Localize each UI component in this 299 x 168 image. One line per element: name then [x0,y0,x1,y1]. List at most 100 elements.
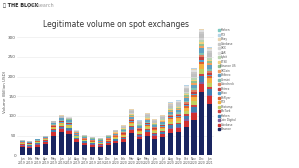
Bar [129,126,134,127]
Bar [199,42,204,44]
Bar [98,139,103,140]
Bar [184,127,189,155]
Bar [74,135,79,136]
Bar [207,75,212,76]
Bar [43,138,48,139]
Bar [191,88,196,90]
Bar [113,130,118,131]
Bar [207,48,212,49]
Bar [184,89,189,92]
Bar [207,78,212,83]
Bar [191,97,196,101]
Bar [66,119,71,120]
Bar [184,105,189,107]
Bar [35,143,40,144]
Bar [184,88,189,89]
Bar [145,115,150,117]
Bar [129,122,134,123]
Bar [106,142,111,143]
Bar [168,119,173,122]
Bar [51,125,56,126]
Bar [199,27,204,28]
Bar [145,114,150,115]
Bar [82,138,87,139]
Bar [113,134,118,135]
Legend: Kraken, FTX, Bitay, Coinbase, OKX, ZAR, bybit, BTSE, Binance US, OKCoin, Bitfine: Kraken, FTX, Bitay, Coinbase, OKX, ZAR, … [218,28,236,131]
Bar [137,135,142,136]
Bar [207,76,212,78]
Bar [168,108,173,109]
Bar [176,114,181,115]
Bar [176,115,181,116]
Bar [35,139,40,140]
Bar [176,132,181,155]
Bar [98,142,103,143]
Bar [98,145,103,146]
Bar [145,120,150,122]
Bar [191,105,196,107]
Bar [43,137,48,138]
Bar [90,140,95,141]
Bar [121,133,126,134]
Bar [106,139,111,140]
Bar [145,126,150,127]
Bar [191,94,196,95]
Bar [176,118,181,121]
Bar [191,68,196,69]
Bar [184,94,189,95]
Bar [90,145,95,146]
Bar [129,113,134,114]
Bar [176,112,181,114]
Bar [121,125,126,126]
Bar [19,142,25,143]
Bar [129,119,134,120]
Bar [59,124,64,126]
Bar [19,147,25,155]
Bar [168,103,173,104]
Bar [129,124,134,126]
Bar [207,95,212,96]
Bar [207,58,212,60]
Bar [168,122,173,124]
Bar [191,81,196,83]
Bar [152,127,158,128]
Bar [121,135,126,136]
Bar [152,139,158,155]
Bar [160,131,165,132]
Bar [51,121,56,123]
Bar [98,140,103,141]
Bar [191,77,196,78]
Bar [145,124,150,125]
Title: Legitimate volume on spot exchanges: Legitimate volume on spot exchanges [43,20,189,29]
Bar [160,129,165,131]
Bar [191,72,196,74]
Bar [90,137,95,138]
Bar [168,110,173,111]
Bar [160,117,165,119]
Bar [168,115,173,116]
Bar [199,69,204,74]
Bar [184,119,189,121]
Bar [106,138,111,139]
Bar [207,49,212,51]
Bar [184,86,189,88]
Bar [145,119,150,120]
Bar [59,129,64,132]
Bar [106,140,111,141]
Bar [168,128,173,129]
Bar [129,129,134,130]
Bar [199,92,204,155]
Bar [184,97,189,98]
Bar [74,142,79,155]
Bar [207,73,212,75]
Bar [191,113,196,120]
Bar [176,117,181,118]
Bar [137,121,142,122]
Bar [207,69,212,71]
Bar [129,111,134,113]
Bar [160,125,165,126]
Bar [191,101,196,105]
Bar [90,143,95,144]
Bar [51,132,56,136]
Bar [90,138,95,139]
